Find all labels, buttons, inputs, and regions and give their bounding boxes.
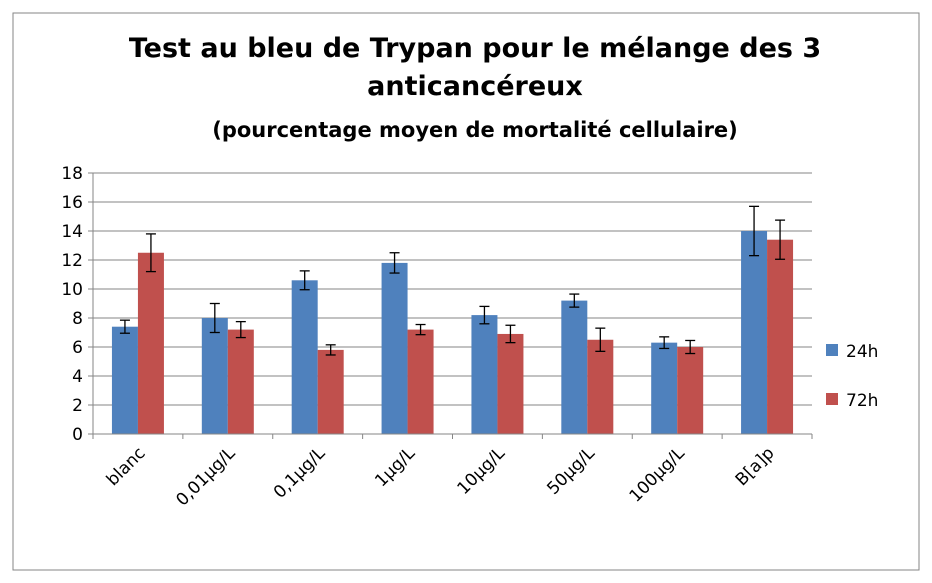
y-tick-label: 16 (61, 193, 83, 213)
bar (561, 300, 588, 434)
error-bar (479, 305, 490, 325)
bar (137, 252, 164, 434)
error-bar (685, 339, 696, 355)
legend-label: 72h (846, 391, 878, 411)
y-tick-label: 8 (72, 309, 83, 329)
error-bar (235, 320, 246, 339)
error-bar (119, 319, 130, 334)
error-bar (415, 323, 426, 336)
y-tick-label: 14 (61, 222, 83, 242)
error-bar (209, 302, 220, 334)
error-bar (145, 233, 156, 273)
bar (497, 333, 524, 434)
bar (407, 329, 434, 434)
error-bar (389, 252, 400, 274)
y-tick-label: 12 (61, 251, 83, 271)
bar (317, 349, 344, 434)
legend-label: 24h (846, 342, 878, 362)
bar (201, 318, 228, 434)
error-bar (775, 219, 786, 260)
bar (471, 315, 498, 434)
error-bar (749, 205, 760, 257)
error-bar (299, 270, 310, 291)
error-bar (569, 293, 580, 308)
bar (587, 339, 614, 434)
error-bar (505, 324, 516, 344)
legend-swatch (826, 344, 838, 356)
y-tick-label: 10 (61, 280, 83, 300)
bar (767, 239, 794, 434)
bar (677, 347, 704, 434)
y-tick-label: 2 (72, 396, 83, 416)
error-bar (325, 344, 336, 356)
y-tick-label: 6 (72, 338, 83, 358)
y-tick-label: 4 (72, 367, 83, 387)
bar (111, 326, 138, 434)
chart-subtitle: (pourcentage moyen de mortalité cellulai… (212, 118, 738, 142)
error-bar (659, 336, 670, 350)
y-tick-label: 0 (72, 425, 83, 445)
bar (291, 280, 318, 434)
bar (227, 329, 254, 434)
chart-title: Test au bleu de Trypan pour le mélange d… (128, 33, 822, 102)
bar (651, 342, 678, 434)
y-tick-label: 18 (61, 164, 83, 184)
error-bar (595, 327, 606, 353)
bar (381, 262, 408, 434)
bar (741, 231, 768, 434)
legend-swatch (826, 393, 838, 405)
